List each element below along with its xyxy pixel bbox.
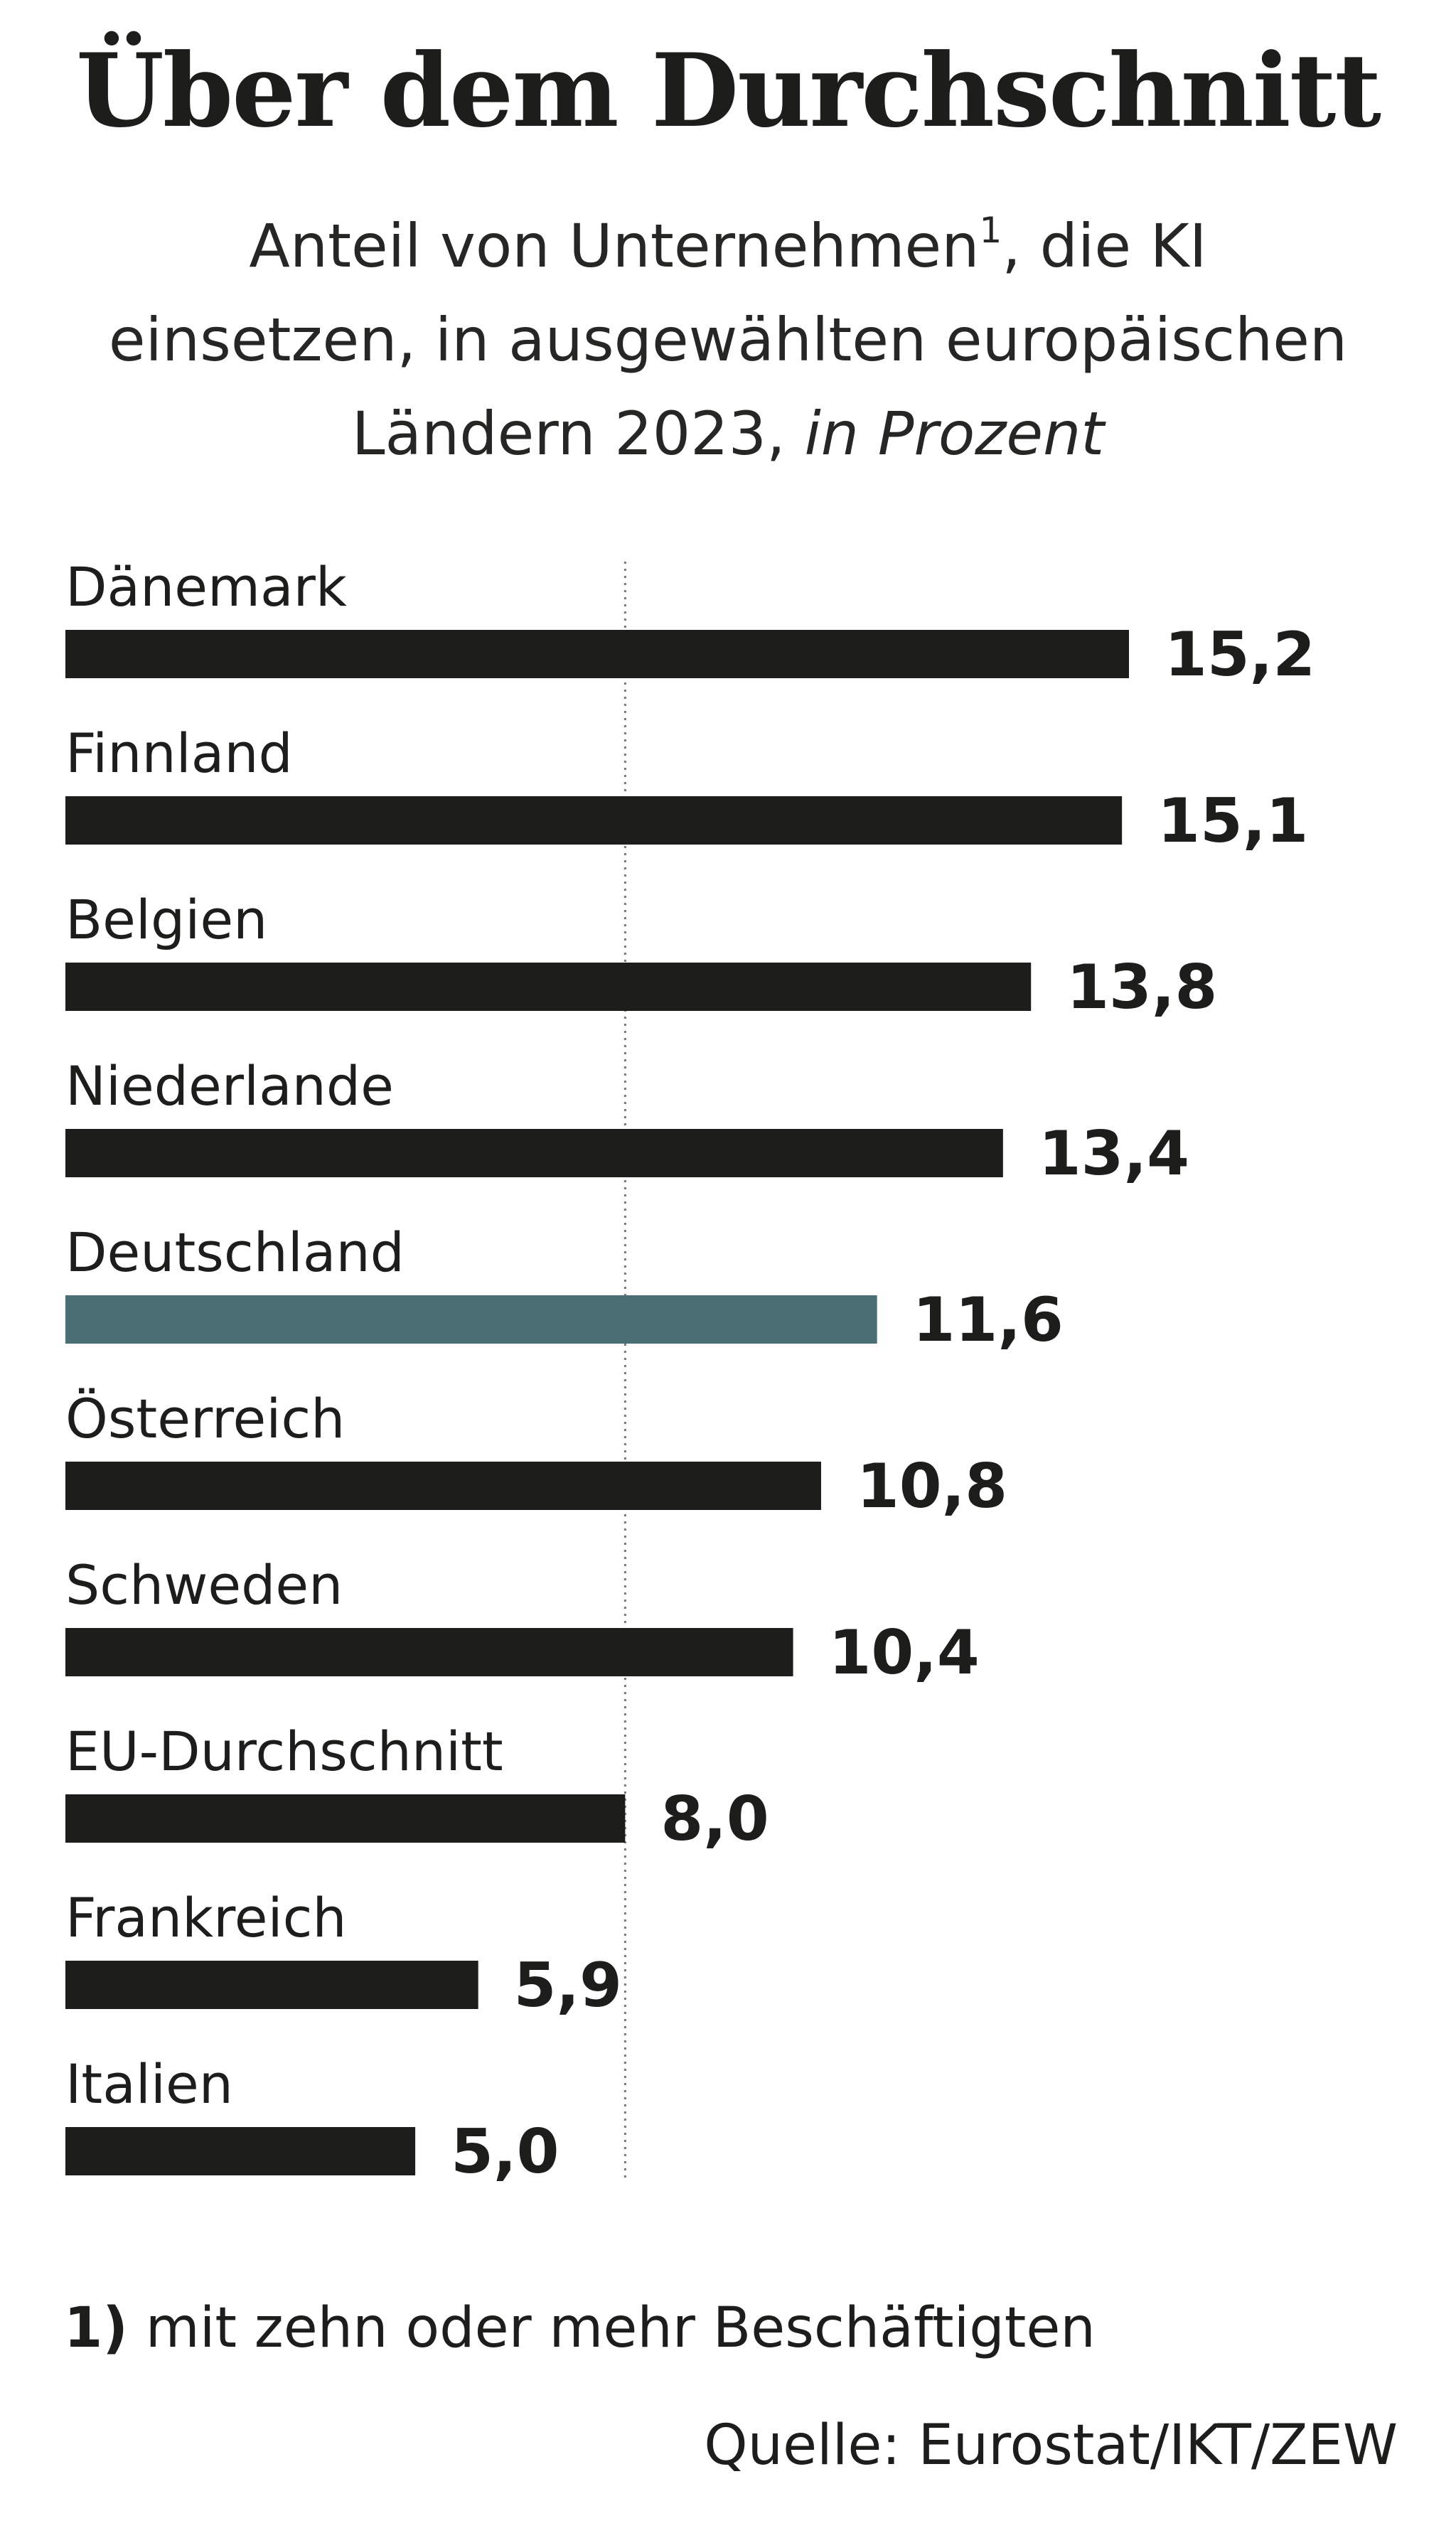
category-label: Dänemark — [65, 555, 347, 618]
category-label: EU-Durchschnitt — [65, 1720, 503, 1783]
data-label: 15,1 — [1157, 786, 1308, 857]
category-label: Frankreich — [65, 1886, 347, 1949]
category-label: Schweden — [65, 1553, 343, 1617]
bar — [65, 963, 1032, 1011]
data-label: 10,4 — [829, 1617, 980, 1688]
bar — [65, 1295, 877, 1344]
data-label: 8,0 — [660, 1784, 769, 1855]
data-label: 13,4 — [1039, 1118, 1189, 1189]
bar — [65, 1129, 1003, 1177]
subtitle-part1: Anteil von Unternehmen — [249, 211, 980, 281]
data-label: 13,8 — [1066, 952, 1217, 1023]
chart-subtitle: Anteil von Unternehmen1, die KI einsetze… — [43, 199, 1413, 481]
data-label: 11,6 — [913, 1285, 1064, 1356]
bar — [65, 630, 1129, 678]
subtitle-line3: Ländern 2023, — [351, 399, 805, 468]
chart-title: Über dem Durchschnitt — [76, 32, 1381, 150]
subtitle-line2: einsetzen, in ausgewählten europäischen — [108, 305, 1348, 375]
footnote: 1) mit zehn oder mehr Beschäftigten — [64, 2296, 1096, 2360]
bar — [65, 1628, 793, 1676]
bar — [65, 1961, 478, 2009]
data-label: 5,0 — [451, 2116, 559, 2187]
data-label: 10,8 — [857, 1451, 1007, 1522]
subtitle-unit: in Prozent — [804, 399, 1105, 468]
subtitle-footnote-mark: 1 — [979, 210, 1002, 251]
bar — [65, 1794, 626, 1843]
subtitle-part2: , die KI — [1002, 211, 1207, 281]
category-label: Niederlande — [65, 1054, 394, 1118]
footnote-marker: 1) — [64, 2296, 128, 2360]
data-label: 15,2 — [1165, 619, 1315, 690]
data-label: 5,9 — [514, 1950, 622, 2021]
category-label: Deutschland — [65, 1221, 405, 1284]
category-label: Finnland — [65, 722, 293, 785]
bar — [65, 2127, 416, 2175]
source-note: Quelle: Eurostat/IKT/ZEW — [704, 2414, 1398, 2478]
category-label: Österreich — [65, 1387, 345, 1450]
category-label: Italien — [65, 2052, 233, 2116]
category-label: Belgien — [65, 888, 267, 951]
bar — [65, 796, 1123, 845]
bar — [65, 1462, 821, 1510]
footnote-text: mit zehn oder mehr Beschäftigten — [127, 2296, 1096, 2360]
